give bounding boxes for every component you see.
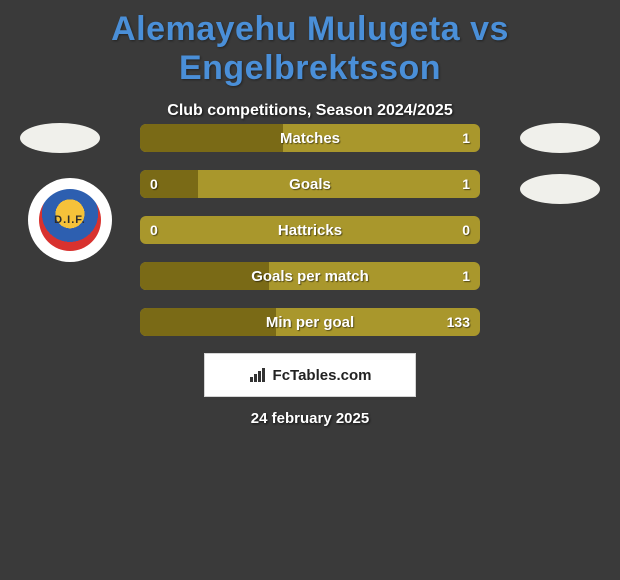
date-text: 24 february 2025 [0, 410, 620, 427]
bar-row: Matches 1 [140, 124, 480, 152]
bar-label: Goals per match [140, 262, 480, 290]
bar-row: Goals per match 1 [140, 262, 480, 290]
bar-row: Min per goal 133 [140, 308, 480, 336]
bar-row: 0 Goals 1 [140, 170, 480, 198]
bar-value-right: 1 [462, 262, 470, 290]
page-title: Alemayehu Mulugeta vs Engelbrektsson [0, 0, 620, 88]
bar-label: Matches [140, 124, 480, 152]
club-badge-text: D.I.F. [54, 214, 86, 226]
bar-value-right: 1 [462, 170, 470, 198]
comparison-bars: Matches 1 0 Goals 1 0 Hattricks 0 Goals … [140, 124, 480, 354]
bar-value-right: 133 [447, 308, 470, 336]
club-badge: D.I.F. [28, 178, 112, 262]
brand-text: FcTables.com [273, 367, 372, 384]
player-right-avatar-2 [520, 174, 600, 204]
player-right-avatar-1 [520, 123, 600, 153]
club-badge-inner: D.I.F. [39, 189, 101, 251]
brand-box: FcTables.com [204, 353, 416, 397]
player-left-avatar [20, 123, 100, 153]
bar-value-right: 1 [462, 124, 470, 152]
bar-row: 0 Hattricks 0 [140, 216, 480, 244]
subtitle: Club competitions, Season 2024/2025 [0, 102, 620, 120]
bar-value-right: 0 [462, 216, 470, 244]
bar-label: Hattricks [140, 216, 480, 244]
bar-chart-icon [249, 368, 267, 382]
bar-label: Min per goal [140, 308, 480, 336]
bar-label: Goals [140, 170, 480, 198]
